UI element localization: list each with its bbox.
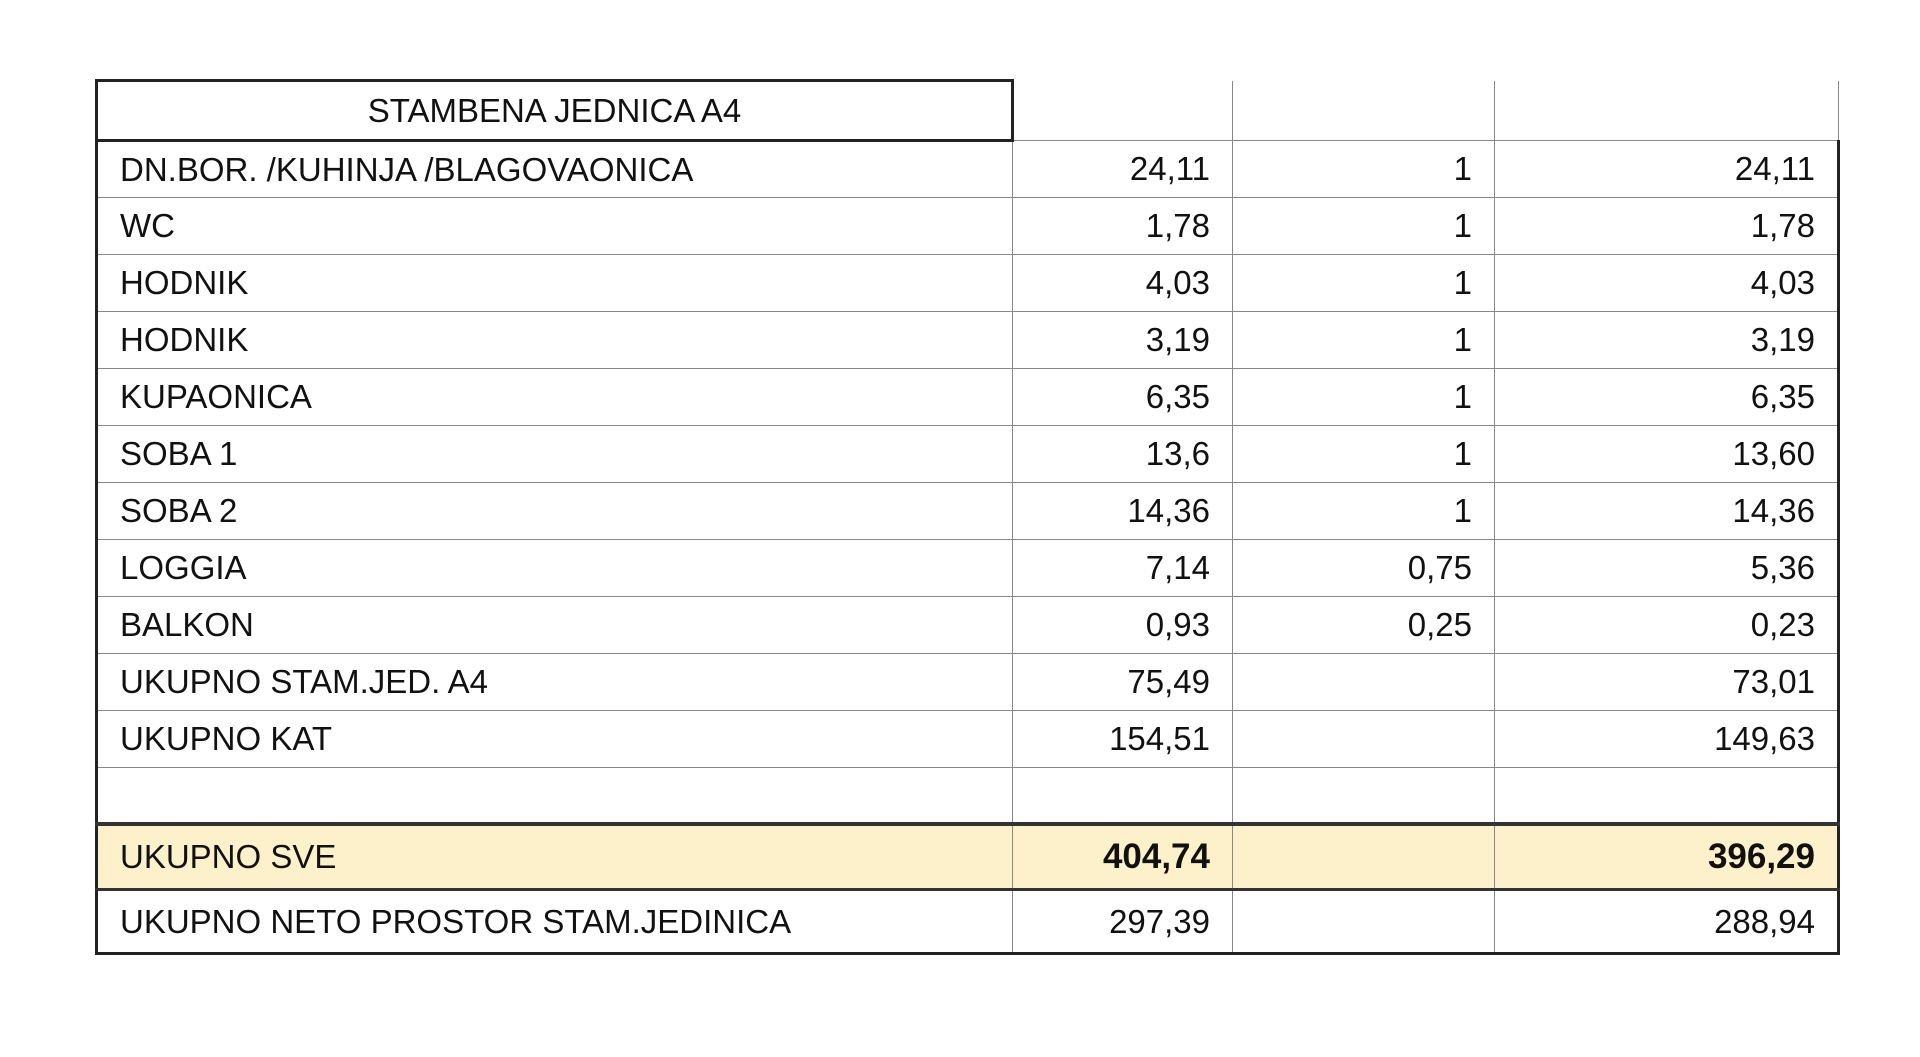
room-name-cell: UKUPNO KAT <box>95 710 1013 768</box>
area-table: STAMBENA JEDNICA A4 DN.BOR. /KUHINJA /BL… <box>95 79 1840 955</box>
net-area-cell: 14,36 <box>1494 482 1840 540</box>
room-name-cell <box>95 767 1013 824</box>
area-cell: 0,93 <box>1012 596 1233 654</box>
table-row: SOBA 2 14,36 1 14,36 <box>95 482 1840 540</box>
table-row: KUPAONICA 6,35 1 6,35 <box>95 368 1840 426</box>
area-cell: 7,14 <box>1012 539 1233 597</box>
room-name-cell: UKUPNO SVE <box>95 821 1013 891</box>
room-name-cell: UKUPNO NETO PROSTOR STAM.JEDINICA <box>95 889 1013 955</box>
room-name-cell: UKUPNO STAM.JED. A4 <box>95 653 1013 711</box>
header-blank-cell <box>1494 80 1839 141</box>
area-cell: 1,78 <box>1012 197 1233 255</box>
net-area-cell <box>1494 767 1840 824</box>
net-area-cell: 6,35 <box>1494 368 1840 426</box>
coefficient-cell: 1 <box>1232 425 1495 483</box>
coefficient-cell <box>1232 653 1495 711</box>
table-row <box>95 767 1840 824</box>
coefficient-cell: 1 <box>1232 482 1495 540</box>
table-title: STAMBENA JEDNICA A4 <box>95 79 1014 142</box>
area-cell: 75,49 <box>1012 653 1233 711</box>
net-area-cell: 0,23 <box>1494 596 1840 654</box>
area-cell: 6,35 <box>1012 368 1233 426</box>
table-row: UKUPNO NETO PROSTOR STAM.JEDINICA 297,39 2… <box>95 889 1840 955</box>
area-cell: 4,03 <box>1012 254 1233 312</box>
coefficient-cell <box>1232 821 1495 891</box>
net-area-cell: 149,63 <box>1494 710 1840 768</box>
coefficient-cell <box>1232 710 1495 768</box>
coefficient-cell <box>1232 889 1495 955</box>
area-cell: 3,19 <box>1012 311 1233 369</box>
table-row: UKUPNO KAT 154,51 149,63 <box>95 710 1840 768</box>
table-row: UKUPNO SVE 404,74 396,29 <box>95 821 1840 891</box>
area-cell: 404,74 <box>1012 821 1233 891</box>
net-area-cell: 1,78 <box>1494 197 1840 255</box>
table-header-row: STAMBENA JEDNICA A4 <box>95 79 1839 142</box>
net-area-cell: 4,03 <box>1494 254 1840 312</box>
net-area-cell: 3,19 <box>1494 311 1840 369</box>
table-row: DN.BOR. /KUHINJA /BLAGOVAONICA 24,11 1 24,1… <box>95 140 1840 198</box>
area-cell <box>1012 767 1233 824</box>
coefficient-cell <box>1232 767 1495 824</box>
table-row: SOBA 1 13,6 1 13,60 <box>95 425 1840 483</box>
coefficient-cell: 1 <box>1232 311 1495 369</box>
room-name-cell: WC <box>95 197 1013 255</box>
net-area-cell: 24,11 <box>1494 140 1840 198</box>
room-name-cell: BALKON <box>95 596 1013 654</box>
net-area-cell: 73,01 <box>1494 653 1840 711</box>
table-row: WC 1,78 1 1,78 <box>95 197 1840 255</box>
coefficient-cell: 1 <box>1232 368 1495 426</box>
room-name-cell: HODNIK <box>95 311 1013 369</box>
coefficient-cell: 0,75 <box>1232 539 1495 597</box>
coefficient-cell: 0,25 <box>1232 596 1495 654</box>
table-row: HODNIK 4,03 1 4,03 <box>95 254 1840 312</box>
net-area-cell: 288,94 <box>1494 889 1840 955</box>
room-name-cell: HODNIK <box>95 254 1013 312</box>
coefficient-cell: 1 <box>1232 140 1495 198</box>
net-area-cell: 5,36 <box>1494 539 1840 597</box>
table-row: BALKON 0,93 0,25 0,23 <box>95 596 1840 654</box>
coefficient-cell: 1 <box>1232 197 1495 255</box>
net-area-cell: 396,29 <box>1494 821 1840 891</box>
area-cell: 14,36 <box>1012 482 1233 540</box>
area-cell: 24,11 <box>1012 140 1233 198</box>
area-cell: 13,6 <box>1012 425 1233 483</box>
room-name-cell: LOGGIA <box>95 539 1013 597</box>
area-cell: 297,39 <box>1012 889 1233 955</box>
table-row: UKUPNO STAM.JED. A4 75,49 73,01 <box>95 653 1840 711</box>
room-name-cell: DN.BOR. /KUHINJA /BLAGOVAONICA <box>95 140 1013 198</box>
coefficient-cell: 1 <box>1232 254 1495 312</box>
room-name-cell: KUPAONICA <box>95 368 1013 426</box>
header-blank-cell <box>1232 80 1495 141</box>
room-name-cell: SOBA 2 <box>95 482 1013 540</box>
table-row: HODNIK 3,19 1 3,19 <box>95 311 1840 369</box>
area-cell: 154,51 <box>1012 710 1233 768</box>
net-area-cell: 13,60 <box>1494 425 1840 483</box>
header-blank-cell <box>1012 80 1233 141</box>
room-name-cell: SOBA 1 <box>95 425 1013 483</box>
table-row: LOGGIA 7,14 0,75 5,36 <box>95 539 1840 597</box>
